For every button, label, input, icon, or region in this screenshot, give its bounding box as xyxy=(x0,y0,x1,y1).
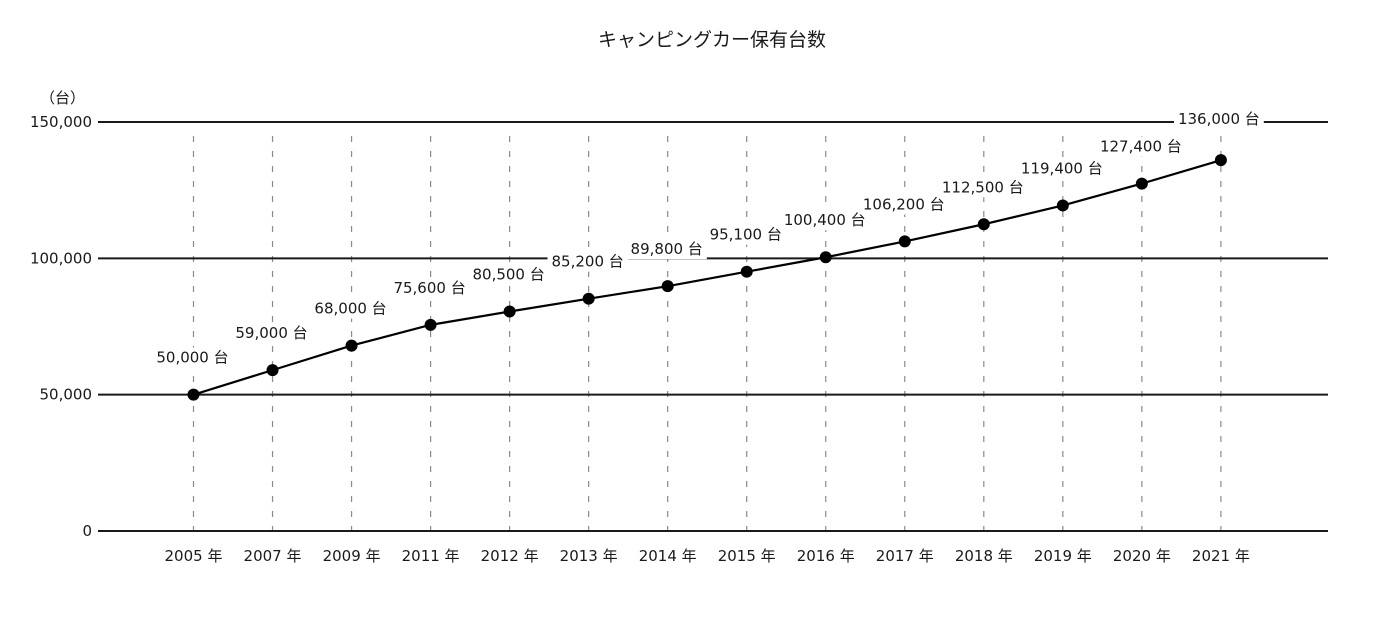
data-label: 50,000 台 xyxy=(156,349,228,367)
x-tick-label: 2019 年 xyxy=(1034,547,1092,565)
data-label-background xyxy=(858,194,949,215)
data-point xyxy=(424,318,437,331)
data-label-background xyxy=(1016,158,1107,179)
data-label: 89,800 台 xyxy=(631,240,703,258)
data-label-background xyxy=(705,224,786,245)
data-point xyxy=(1056,199,1069,212)
data-label: 80,500 台 xyxy=(472,266,544,284)
data-point xyxy=(898,235,911,248)
y-tick-label: 100,000 xyxy=(30,249,92,267)
data-label: 68,000 台 xyxy=(314,300,386,318)
data-point xyxy=(1214,154,1227,167)
vertical-dashed-gridlines xyxy=(192,136,1222,531)
data-label-background xyxy=(152,347,233,368)
x-tick-label: 2005 年 xyxy=(165,547,223,565)
data-point xyxy=(345,339,358,352)
data-label: 75,600 台 xyxy=(393,279,465,297)
data-point xyxy=(661,280,674,293)
data-label: 136,000 台 xyxy=(1178,110,1260,128)
y-axis-unit-label: （台） xyxy=(40,89,85,107)
data-point xyxy=(819,251,832,264)
data-label-background xyxy=(1095,136,1186,157)
x-tick-label: 2017 年 xyxy=(876,547,934,565)
x-tick-label: 2012 年 xyxy=(481,547,539,565)
x-tick-label: 2016 年 xyxy=(797,547,855,565)
data-label-background xyxy=(779,210,870,231)
data-label-group: 50,000 台 59,000 台 68,000 台 75,600 台 80,500 台… xyxy=(152,109,1264,368)
x-tick-label: 2007 年 xyxy=(244,547,302,565)
data-label-background xyxy=(310,298,391,319)
series-line xyxy=(193,159,1222,396)
data-point xyxy=(582,292,595,305)
data-point xyxy=(266,364,279,377)
y-tick-label: 50,000 xyxy=(40,386,93,404)
data-label-background xyxy=(468,264,549,285)
x-tick-label: 2015 年 xyxy=(718,547,776,565)
x-tick-label: 2021 年 xyxy=(1192,547,1250,565)
data-label: 100,400 台 xyxy=(784,211,866,229)
x-tick-label: 2013 年 xyxy=(560,547,618,565)
y-tick-label: 0 xyxy=(82,522,92,540)
data-label: 85,200 台 xyxy=(552,253,624,271)
data-label-background xyxy=(937,177,1028,198)
data-label: 59,000 台 xyxy=(235,324,307,342)
data-label: 112,500 台 xyxy=(942,178,1024,196)
x-axis-tick-labels: 2005 年 2007 年 2009 年 2011 年 2012 年 2013 年 2014… xyxy=(165,547,1250,565)
x-tick-label: 2018 年 xyxy=(955,547,1013,565)
data-label: 106,200 台 xyxy=(863,195,945,213)
data-point xyxy=(1135,177,1148,190)
x-tick-label: 2014 年 xyxy=(639,547,697,565)
data-label: 95,100 台 xyxy=(710,226,782,244)
data-label-background xyxy=(626,239,707,260)
y-tick-label: 150,000 xyxy=(30,113,92,131)
x-tick-label: 2011 年 xyxy=(402,547,460,565)
x-tick-label: 2009 年 xyxy=(323,547,381,565)
series-line-group xyxy=(187,154,1227,401)
horizontal-gridlines xyxy=(98,121,1328,532)
data-label: 119,400 台 xyxy=(1021,159,1103,177)
data-point xyxy=(187,388,200,401)
x-tick-label: 2020 年 xyxy=(1113,547,1171,565)
y-axis-tick-labels: 0 50,000 100,000 150,000 xyxy=(30,113,92,540)
data-point xyxy=(740,265,753,278)
chart-title: キャンピングカー保有台数 xyxy=(598,29,826,51)
data-point xyxy=(503,305,516,318)
data-label-background xyxy=(547,251,628,272)
data-point xyxy=(977,218,990,231)
data-label-background xyxy=(231,323,312,344)
data-label: 127,400 台 xyxy=(1100,138,1182,156)
data-label-background xyxy=(389,277,470,298)
data-label-background xyxy=(1173,109,1264,130)
